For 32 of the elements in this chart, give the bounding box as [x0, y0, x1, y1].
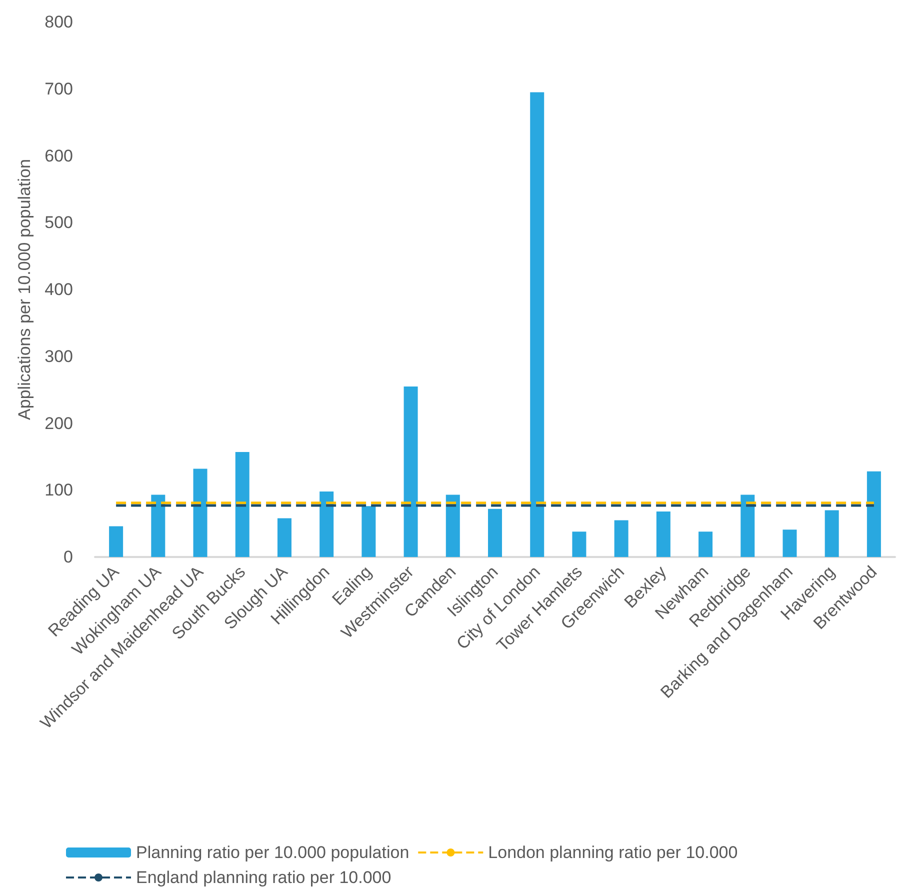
- bar: [866, 471, 881, 557]
- legend-label: London planning ratio per 10.000: [488, 843, 738, 862]
- y-tick-label: 800: [44, 12, 73, 32]
- y-tick-label: 100: [44, 480, 73, 500]
- bar: [193, 468, 208, 557]
- bar: [404, 386, 418, 557]
- bar: [277, 518, 292, 557]
- legend-label: England planning ratio per 10.000: [136, 868, 392, 887]
- bar: [740, 494, 755, 557]
- bar: [530, 92, 544, 557]
- bar: [362, 506, 376, 557]
- bar: [782, 530, 797, 557]
- bar: [614, 520, 628, 557]
- y-tick-label: 400: [44, 280, 73, 299]
- y-tick-label: 0: [64, 548, 73, 566]
- legend-label: Planning ratio per 10.000 population: [136, 843, 410, 862]
- bar: [656, 512, 670, 557]
- y-tick-label: 300: [44, 346, 73, 366]
- bar: [320, 491, 334, 557]
- y-tick-label: 500: [44, 213, 73, 232]
- bar: [235, 452, 250, 557]
- bar: [698, 532, 713, 557]
- bar: [824, 510, 839, 557]
- y-tick-label: 200: [44, 414, 73, 433]
- bar: [446, 494, 460, 557]
- y-axis-title: Applications per 10.000 population: [15, 159, 34, 420]
- bar: [151, 494, 166, 557]
- y-tick-label: 700: [44, 79, 73, 98]
- y-tick-label: 600: [44, 146, 73, 166]
- bar: [488, 508, 502, 557]
- bar: [109, 526, 124, 557]
- bar: [572, 532, 586, 557]
